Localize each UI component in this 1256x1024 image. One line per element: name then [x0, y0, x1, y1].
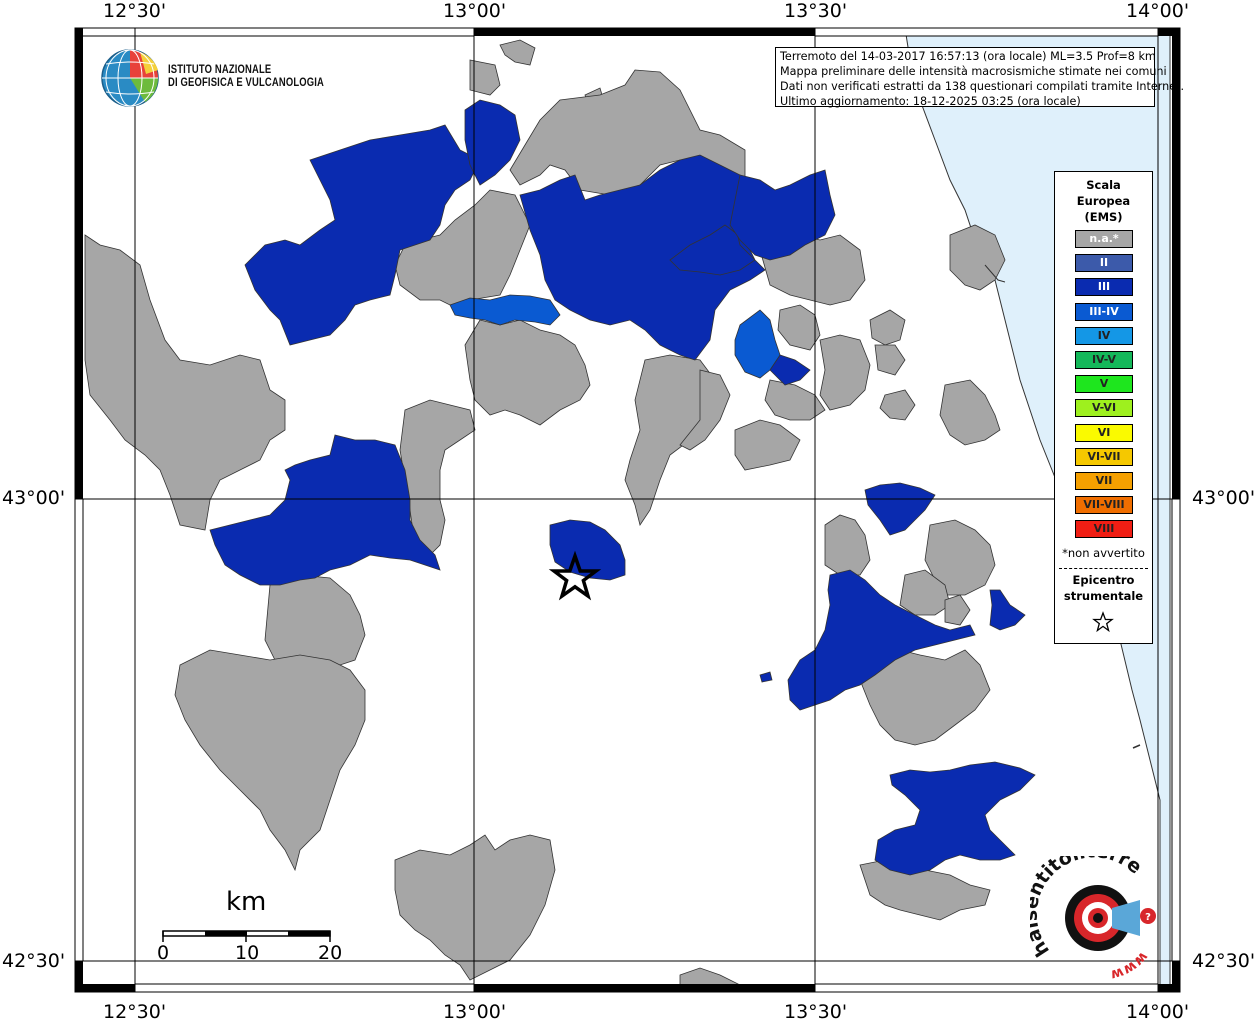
epicenter-star[interactable] [548, 550, 602, 601]
scale-bar [162, 930, 331, 942]
haisentito-logo[interactable]: ? haisentitoilterremoto.it www. [1030, 856, 1170, 986]
legend-title-line-2: Europea [1076, 194, 1131, 208]
legend-swatch-iv: IV [1075, 326, 1133, 345]
info-line-3: Dati non verificati estratti da 138 ques… [780, 80, 1185, 93]
legend-swatch-vi: VI [1075, 423, 1133, 442]
ingv-logo-text: ISTITUTO NAZIONALE DI GEOFISICA E VULCAN… [168, 64, 324, 90]
info-line-1: Terremoto del 14-03-2017 16:57:13 (ora l… [780, 50, 1156, 63]
logo-line-2: DI GEOFISICA E VULCANOLOGIA [168, 77, 325, 89]
lat-label-left-4300: 43°00' [2, 487, 66, 509]
municipalities-not-felt [84, 39, 1006, 991]
lat-label-right-4300: 43°00' [1192, 487, 1256, 509]
municipalities-intensity-iii-iv [449, 294, 781, 379]
intensity-legend: Scala Europea (EMS) n.a.* II III III-IV IV IV… [1054, 171, 1153, 644]
svg-text:?: ? [1145, 912, 1151, 923]
legend-title-line-1: Scala [1086, 178, 1121, 192]
lon-label-top-1330: 13°30' [784, 0, 848, 22]
legend-swatch-n-a: n.a.* [1075, 230, 1133, 248]
scale-label-0: 0 [157, 942, 170, 964]
legend-star-icon [1092, 611, 1114, 633]
legend-swatch-ii: II [1075, 254, 1133, 273]
legend-note: *non avvertito [1062, 546, 1145, 560]
scale-label-20: 20 [318, 942, 343, 964]
graticule [75, 28, 1180, 992]
lon-label-bottom-1330: 13°30' [784, 1001, 848, 1023]
legend-title-line-3: (EMS) [1084, 210, 1123, 224]
legend-swatch-v-vi: V-VI [1075, 399, 1133, 418]
legend-swatch-iii: III [1075, 278, 1133, 297]
lon-label-bottom-1300: 13°00' [443, 1001, 507, 1023]
legend-swatch-iii-iv: III-IV [1075, 302, 1133, 321]
coastline [984, 264, 1006, 283]
legend-swatch-vi-vii: VI-VII [1075, 447, 1133, 466]
legend-swatch-iv-v: IV-V [1075, 351, 1133, 369]
legend-divider [1059, 568, 1148, 569]
legend-title: Scala Europea (EMS) [1055, 177, 1152, 225]
lat-label-right-4230: 42°30' [1192, 950, 1256, 972]
legend-epicenter-line-1: Epicentro [1072, 573, 1135, 587]
lon-label-top-1400: 14°00' [1126, 0, 1190, 22]
lon-label-bottom-1230: 12°30' [103, 1001, 167, 1023]
legend-swatch-vii: VII [1075, 472, 1133, 490]
municipalities-intensity-iii [209, 99, 1036, 876]
logo-line-1: ISTITUTO NAZIONALE [168, 64, 272, 76]
scale-label-10: 10 [235, 942, 260, 964]
lat-label-left-4230: 42°30' [2, 950, 66, 972]
legend-swatch-vii-viii: VII-VIII [1075, 496, 1133, 515]
ingv-logo-icon [101, 49, 159, 107]
legend-swatch-viii: VIII [1075, 520, 1133, 539]
lon-label-bottom-1400: 14°00' [1126, 1001, 1190, 1023]
coast-mark [1132, 744, 1141, 749]
event-info-box: Terremoto del 14-03-2017 16:57:13 (ora l… [775, 47, 1185, 108]
lon-label-top-1300: 13°00' [443, 0, 507, 22]
map-frame [74, 27, 1181, 993]
info-line-2: Mappa preliminare delle intensità macros… [780, 65, 1167, 78]
lon-label-top-1230: 12°30' [103, 0, 167, 22]
legend-epicenter-line-2: strumentale [1063, 589, 1144, 603]
legend-epicenter-label: Epicentro strumentale [1055, 572, 1152, 604]
legend-swatch-v: V [1075, 375, 1133, 394]
info-line-4: Ultimo aggiornamento: 18-12-2025 03:25 (… [780, 95, 1081, 108]
scale-bar-unit: km [226, 887, 267, 917]
